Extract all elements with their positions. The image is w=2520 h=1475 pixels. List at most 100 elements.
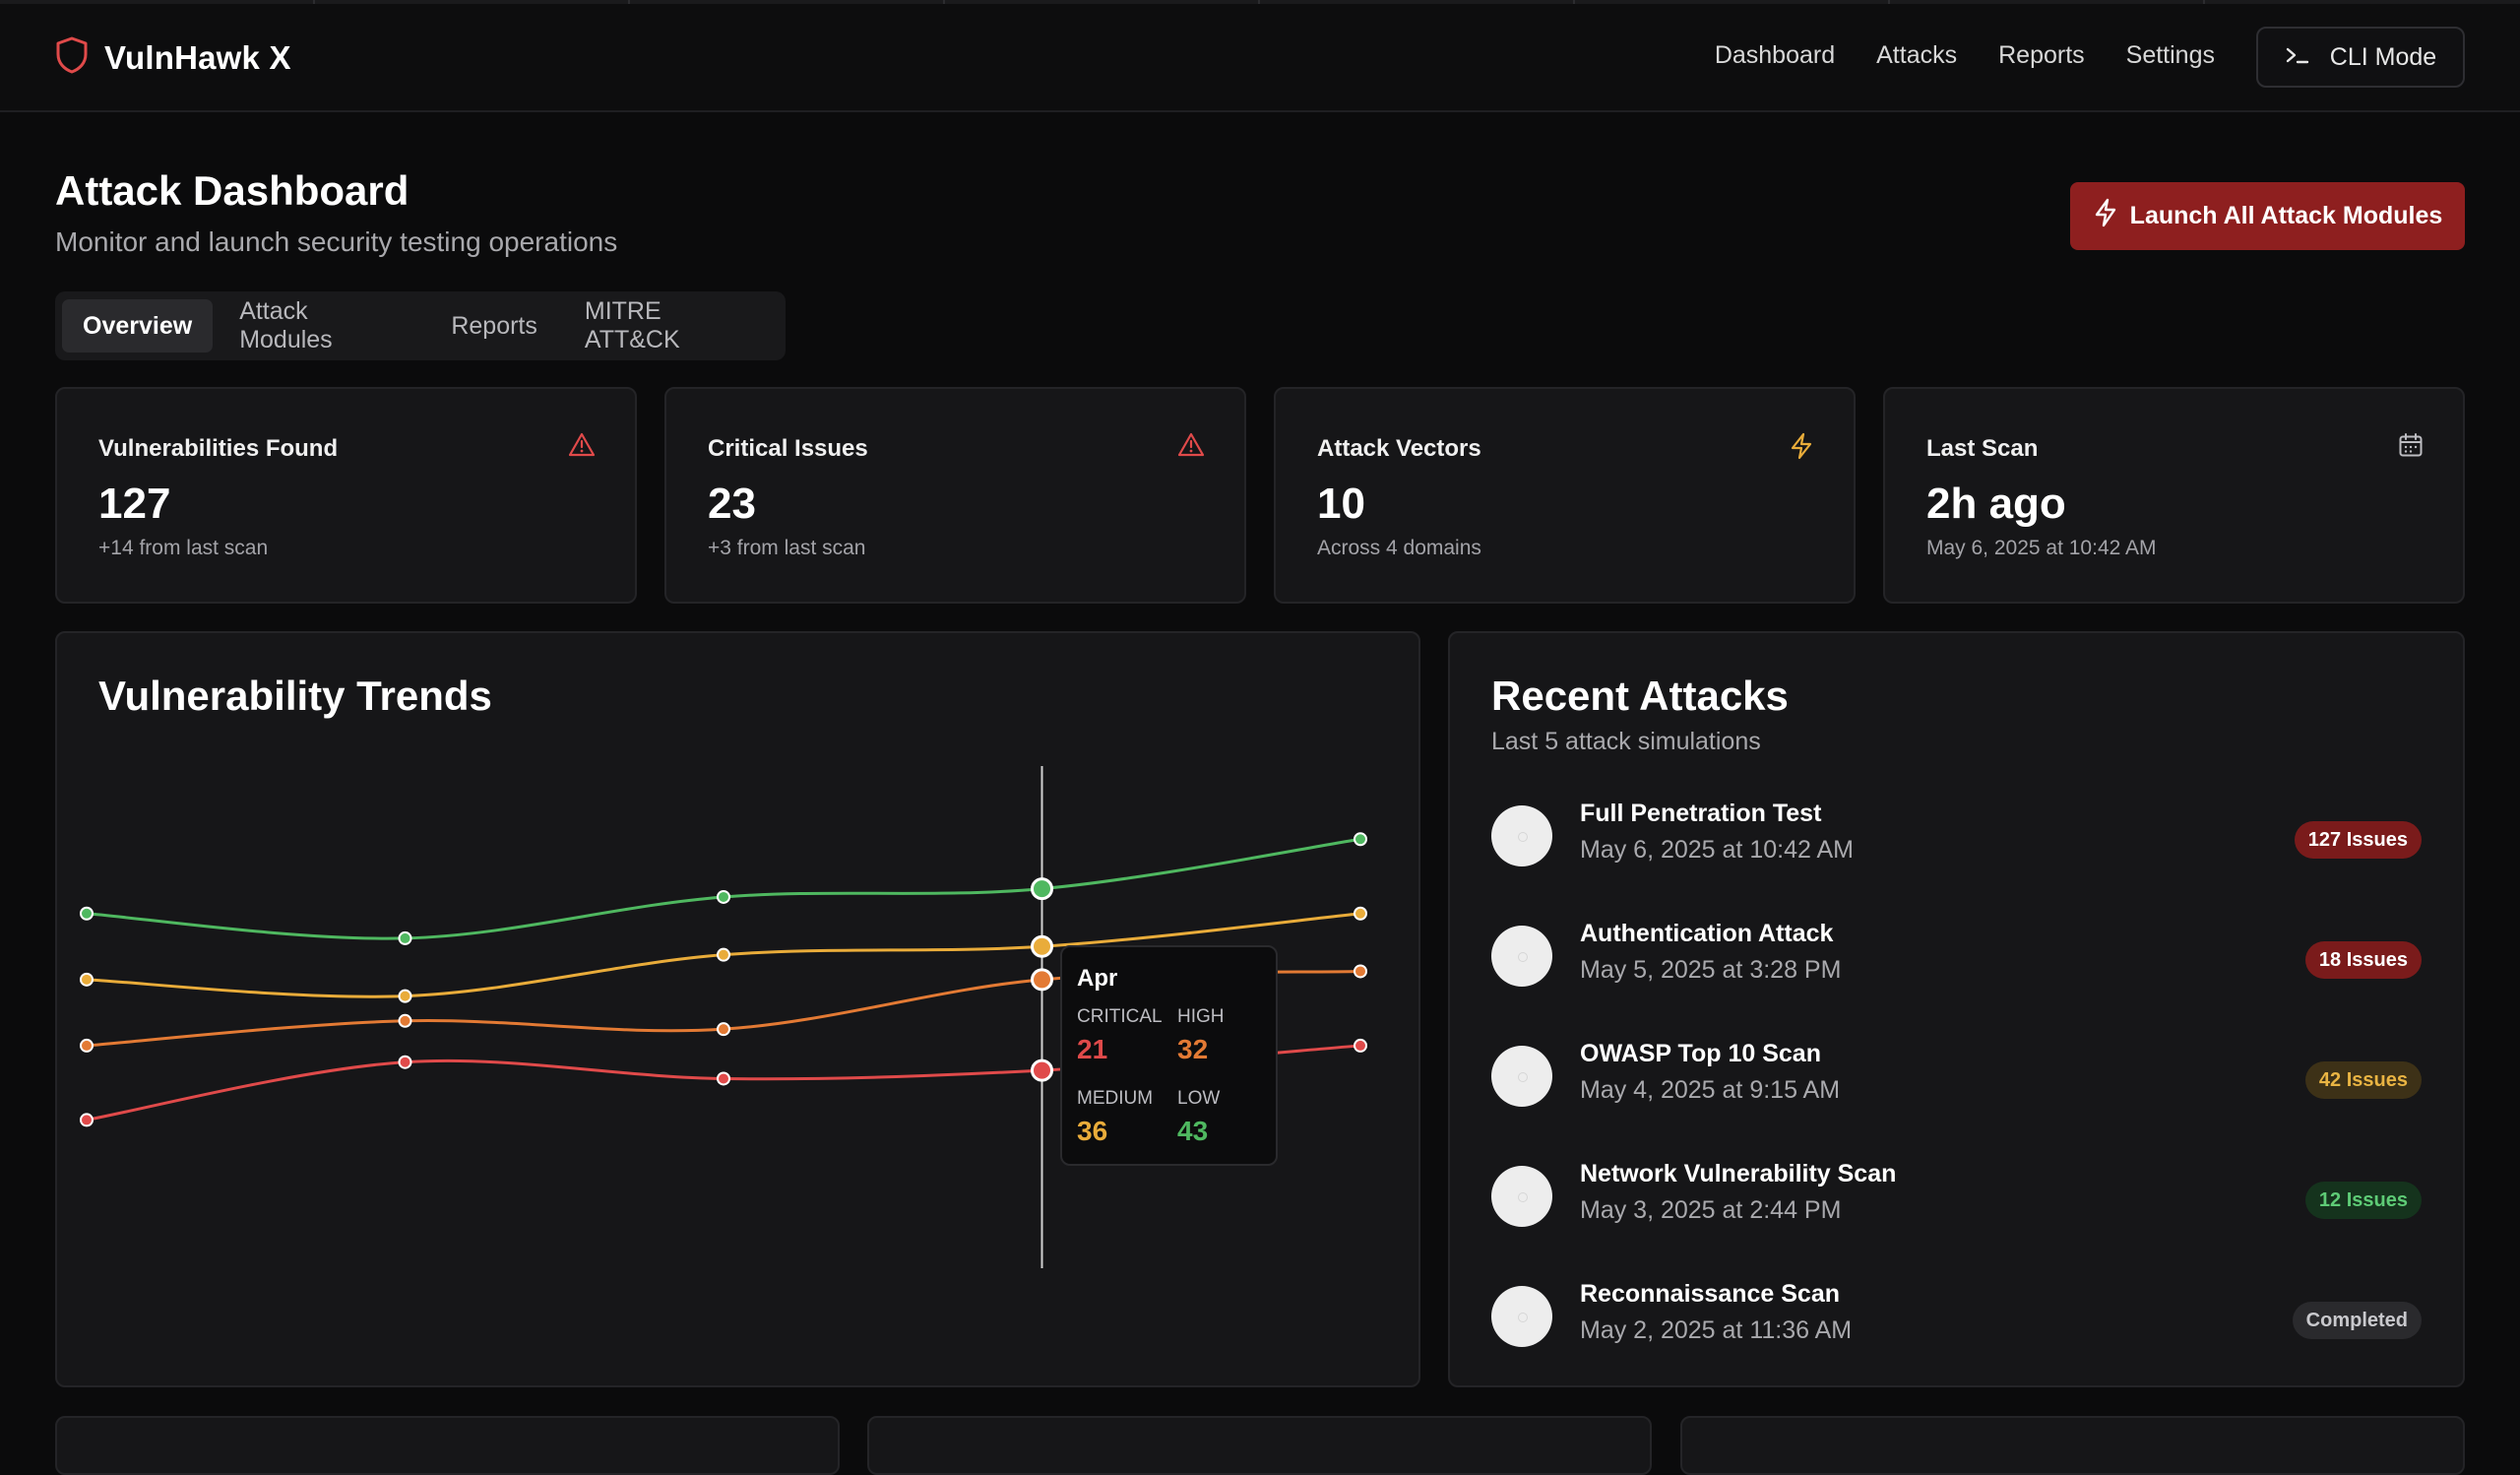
- data-point-high[interactable]: [80, 1038, 94, 1053]
- attack-date: May 2, 2025 at 11:36 AM: [1580, 1316, 1853, 1344]
- stat-value: 2h ago: [1926, 480, 2066, 528]
- attack-row[interactable]: OWASP Top 10 Scan May 4, 2025 at 9:15 AM…: [1491, 1034, 2422, 1113]
- nav-attacks[interactable]: Attacks: [1876, 41, 1958, 69]
- stat-card-attack-vectors: Attack Vectors 10 Across 4 domains: [1274, 387, 1856, 604]
- nav-dashboard[interactable]: Dashboard: [1714, 41, 1836, 69]
- data-point-critical[interactable]: [1354, 1038, 1367, 1053]
- attack-name: Full Penetration Test: [1580, 800, 1822, 827]
- tooltip-medium-label: MEDIUM: [1077, 1088, 1154, 1109]
- stat-value: 127: [98, 480, 171, 528]
- attack-date: May 6, 2025 at 10:42 AM: [1580, 836, 1854, 864]
- data-point-medium[interactable]: [398, 989, 412, 1003]
- alert-triangle-icon: [568, 432, 596, 463]
- zap-icon: [2093, 198, 2118, 234]
- attack-date: May 4, 2025 at 9:15 AM: [1580, 1076, 1841, 1104]
- bottom-card: [867, 1416, 1652, 1475]
- shield-icon: [55, 36, 89, 79]
- stat-card-vulnerabilities: Vulnerabilities Found 127 +14 from last …: [55, 387, 637, 604]
- attack-date: May 3, 2025 at 2:44 PM: [1580, 1196, 1842, 1224]
- stat-label: Attack Vectors: [1317, 435, 1481, 462]
- main-nav: Dashboard Attacks Reports Settings: [1715, 41, 2215, 70]
- bottom-card: [1680, 1416, 2465, 1475]
- calendar-icon: [2398, 432, 2424, 463]
- data-point-low[interactable]: [398, 930, 412, 945]
- attack-status-icon: [1491, 805, 1552, 866]
- tab-bar: Overview Attack Modules Reports MITRE AT…: [55, 291, 786, 360]
- page-subtitle: Monitor and launch security testing oper…: [55, 226, 618, 257]
- data-point-low[interactable]: [1354, 832, 1367, 847]
- data-point-medium[interactable]: [80, 972, 94, 987]
- stat-note: May 6, 2025 at 10:42 AM: [1926, 537, 2157, 559]
- stat-note: +3 from last scan: [708, 537, 866, 559]
- series-line-low: [86, 837, 1361, 940]
- attack-status-icon: [1491, 1046, 1552, 1107]
- bottom-card: [55, 1416, 840, 1475]
- recent-attacks-panel: Recent Attacks Last 5 attack simulations…: [1448, 631, 2465, 1387]
- issues-badge: 12 Issues: [2304, 1182, 2422, 1219]
- status-badge: Completed: [2292, 1302, 2422, 1339]
- tab-reports[interactable]: Reports: [451, 311, 537, 340]
- vulnerability-trend-chart[interactable]: [57, 729, 1418, 1280]
- attack-row[interactable]: Reconnaissance Scan May 2, 2025 at 11:36…: [1491, 1274, 2422, 1353]
- tooltip-critical-value: 21: [1077, 1034, 1108, 1064]
- tab-overview[interactable]: Overview: [62, 299, 214, 353]
- attack-name: Authentication Attack: [1580, 920, 1834, 947]
- data-point-critical[interactable]: [717, 1071, 730, 1086]
- attack-name: OWASP Top 10 Scan: [1580, 1040, 1821, 1067]
- recent-attacks-subtitle: Last 5 attack simulations: [1491, 728, 1761, 755]
- stat-value: 23: [708, 480, 756, 528]
- stat-label: Vulnerabilities Found: [98, 435, 339, 462]
- data-point-low[interactable]: [717, 889, 730, 904]
- alert-triangle-icon: [1177, 432, 1205, 463]
- data-point-high[interactable]: [717, 1022, 730, 1037]
- issues-badge: 127 Issues: [2294, 821, 2422, 859]
- data-point-high[interactable]: [398, 1013, 412, 1028]
- trends-title: Vulnerability Trends: [98, 673, 492, 719]
- data-point-low[interactable]: [80, 906, 94, 921]
- data-point-critical[interactable]: [1031, 1058, 1053, 1082]
- issues-badge: 42 Issues: [2304, 1061, 2422, 1099]
- attack-date: May 5, 2025 at 3:28 PM: [1580, 956, 1842, 984]
- nav-reports[interactable]: Reports: [1998, 41, 2085, 69]
- data-point-medium[interactable]: [1354, 906, 1367, 921]
- zap-icon: [1789, 432, 1814, 465]
- tooltip-low-label: LOW: [1177, 1088, 1221, 1109]
- tab-mitre-attack[interactable]: MITRE ATT&CK: [584, 297, 680, 353]
- nav-settings[interactable]: Settings: [2125, 41, 2215, 69]
- data-point-medium[interactable]: [717, 947, 730, 962]
- launch-all-label: Launch All Attack Modules: [2129, 202, 2443, 229]
- attack-name: Network Vulnerability Scan: [1580, 1160, 1897, 1187]
- data-point-medium[interactable]: [1031, 934, 1053, 958]
- stat-label: Critical Issues: [708, 435, 868, 462]
- recent-attacks-title: Recent Attacks: [1491, 673, 1789, 719]
- attack-row[interactable]: Network Vulnerability Scan May 3, 2025 a…: [1491, 1154, 2422, 1233]
- launch-all-button[interactable]: Launch All Attack Modules: [2070, 182, 2465, 250]
- cli-mode-label: CLI Mode: [2329, 42, 2437, 71]
- tooltip-month: Apr: [1077, 965, 1118, 992]
- tab-attack-modules[interactable]: Attack Modules: [239, 297, 333, 353]
- attack-status-icon: [1491, 1286, 1552, 1347]
- tooltip-low-value: 43: [1177, 1116, 1209, 1146]
- attack-name: Reconnaissance Scan: [1580, 1280, 1841, 1308]
- tooltip-medium-value: 36: [1077, 1116, 1108, 1146]
- chart-tooltip: Apr CRITICAL HIGH 21 32 MEDIUM LOW 36 43: [1060, 945, 1278, 1166]
- stat-value: 10: [1317, 480, 1365, 528]
- attack-status-icon: [1491, 926, 1552, 987]
- stat-card-critical: Critical Issues 23 +3 from last scan: [664, 387, 1246, 604]
- data-point-critical[interactable]: [398, 1055, 412, 1069]
- issues-badge: 18 Issues: [2304, 941, 2422, 979]
- data-point-high[interactable]: [1354, 964, 1367, 979]
- stat-card-last-scan: Last Scan 2h ago May 6, 2025 at 10:42 AM: [1883, 387, 2465, 604]
- app-name: VulnHawk X: [104, 38, 291, 76]
- data-point-critical[interactable]: [80, 1113, 94, 1127]
- brand[interactable]: VulnHawk X: [55, 36, 291, 79]
- tooltip-high-label: HIGH: [1177, 1006, 1225, 1027]
- terminal-icon: [2285, 43, 2310, 72]
- data-point-high[interactable]: [1031, 968, 1053, 992]
- cli-mode-button[interactable]: CLI Mode: [2256, 27, 2465, 88]
- stat-note: +14 from last scan: [98, 537, 269, 559]
- attack-row[interactable]: Authentication Attack May 5, 2025 at 3:2…: [1491, 914, 2422, 993]
- attack-row[interactable]: Full Penetration Test May 6, 2025 at 10:…: [1491, 794, 2422, 872]
- data-point-low[interactable]: [1031, 877, 1053, 901]
- app-header: VulnHawk X Dashboard Attacks Reports Set…: [0, 4, 2520, 112]
